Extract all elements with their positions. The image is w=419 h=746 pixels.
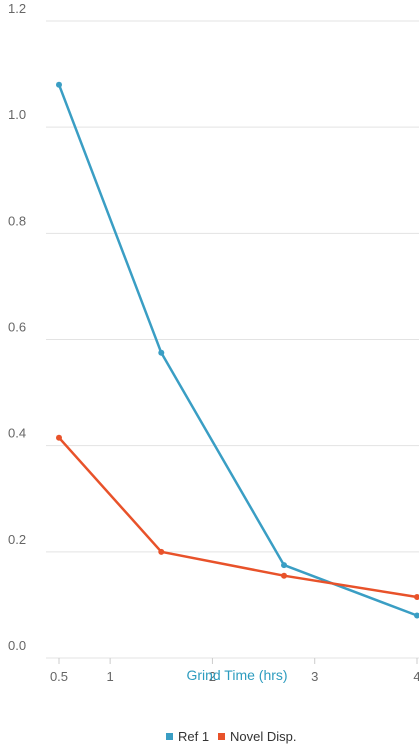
y-axis-ticks: 0.0 0.2 0.4 0.6 0.8 1.0 1.2 bbox=[8, 1, 26, 653]
y-tick-label: 0.8 bbox=[8, 213, 26, 228]
x-tick-label: 2 bbox=[209, 669, 216, 684]
y-tick-label: 0.0 bbox=[8, 638, 26, 653]
data-point bbox=[281, 562, 288, 569]
legend-swatch bbox=[218, 733, 225, 740]
x-tick-label: 0.5 bbox=[50, 669, 68, 684]
y-tick-label: 0.2 bbox=[8, 532, 26, 547]
data-point bbox=[281, 572, 288, 579]
series-lines bbox=[56, 81, 419, 619]
legend-label: Novel Disp. bbox=[230, 729, 296, 744]
y-tick-label: 0.4 bbox=[8, 426, 26, 441]
y-tick-label: 0.6 bbox=[8, 320, 26, 335]
data-point bbox=[414, 612, 419, 619]
series-line-2 bbox=[58, 436, 418, 599]
data-point bbox=[158, 349, 165, 356]
legend-swatch bbox=[166, 733, 173, 740]
x-tick-label: 3 bbox=[311, 669, 318, 684]
x-tick-label: 4 bbox=[413, 669, 419, 684]
legend-label: Ref 1 bbox=[178, 729, 209, 744]
data-point bbox=[414, 593, 419, 600]
x-tick-label: 1 bbox=[107, 669, 114, 684]
data-point bbox=[56, 81, 62, 88]
grid-lines bbox=[46, 20, 419, 659]
legend[interactable]: Ref 1 Novel Disp. bbox=[166, 729, 296, 744]
x-axis-title: Grind Time (hrs) bbox=[186, 667, 287, 683]
data-point bbox=[56, 434, 62, 441]
data-point bbox=[158, 548, 165, 555]
y-tick-label: 1.2 bbox=[8, 1, 26, 16]
series-line-1 bbox=[57, 84, 418, 617]
x-axis-ticks: 0.5 1 2 3 4 bbox=[50, 658, 419, 684]
y-tick-label: 1.0 bbox=[8, 107, 26, 122]
